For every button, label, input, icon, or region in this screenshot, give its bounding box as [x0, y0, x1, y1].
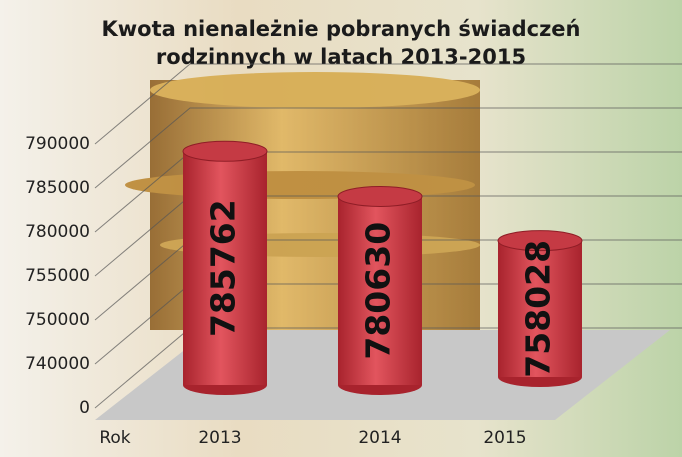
- y-tick-label: 780000: [25, 222, 90, 242]
- value-label: 758028: [519, 240, 558, 378]
- y-tick-label: 785000: [25, 178, 90, 198]
- grid-line: [94, 63, 682, 145]
- x-tick-label: 2013: [198, 428, 241, 448]
- coins-decoration: [125, 72, 480, 330]
- grid-line: [94, 107, 682, 189]
- x-tick-label: 2014: [358, 428, 401, 448]
- value-label: 785762: [204, 199, 243, 337]
- x-tick-label: 2015: [483, 428, 526, 448]
- bar-top: [497, 230, 583, 252]
- y-tick-label: 750000: [25, 310, 90, 330]
- value-label: 780630: [359, 222, 398, 360]
- bar-top: [182, 140, 268, 162]
- bar-top: [337, 185, 423, 207]
- x-axis-label: Rok: [99, 428, 130, 448]
- chart-subtitle: rodzinnych w latach 2013-2015: [156, 45, 526, 69]
- chart-title: Kwota nienależnie pobranych świadczeń: [101, 17, 580, 41]
- y-tick-label: 755000: [25, 266, 90, 286]
- y-tick-label: 790000: [25, 134, 90, 154]
- bar: [338, 196, 422, 385]
- y-tick-label: 0: [79, 398, 90, 418]
- y-tick-label: 740000: [25, 354, 90, 374]
- bar: [498, 240, 582, 377]
- bar: [183, 151, 267, 385]
